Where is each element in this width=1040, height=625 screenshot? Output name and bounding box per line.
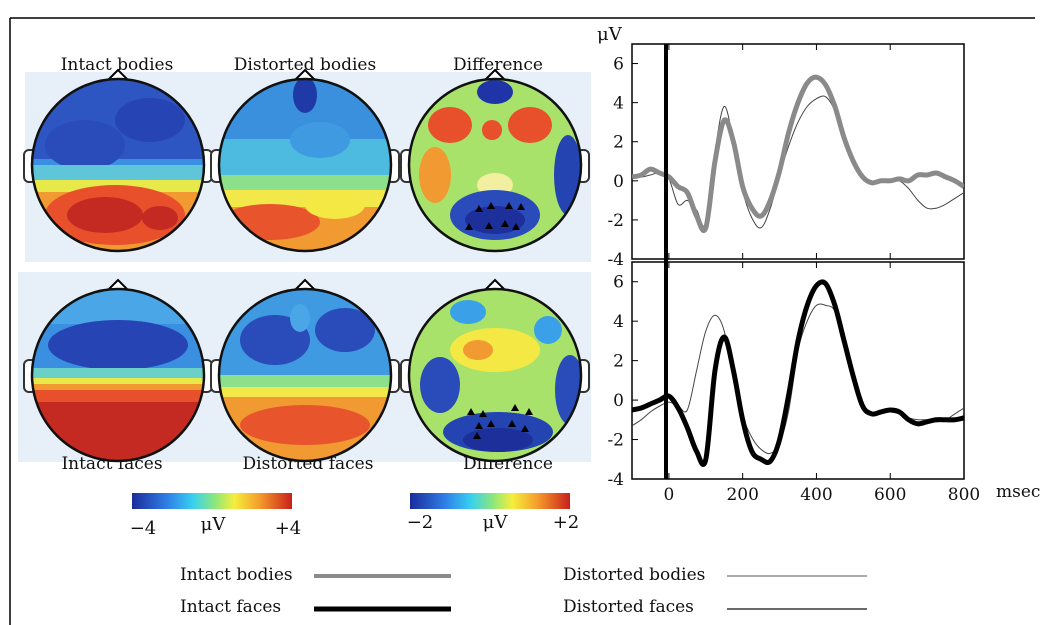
top-plot-frame	[631, 43, 965, 260]
bottom-series-distorted-faces	[632, 303, 964, 455]
bottom-ytick-label: 2	[613, 352, 624, 372]
top-ytick-label: 0	[613, 172, 624, 192]
colorbar-right-min: −2	[407, 512, 434, 533]
top-series-intact-bodies	[632, 74, 964, 234]
colorbar-left-min: −4	[130, 518, 157, 539]
bottom-plot-frame	[631, 261, 965, 480]
bottom-series-intact-faces	[632, 279, 964, 467]
bottom-xtick-label: 400	[800, 485, 832, 505]
top-ytick-label: -2	[607, 211, 624, 231]
colorbar-right	[410, 493, 570, 509]
top-plot-ylabel: μV	[597, 24, 623, 45]
bottom-xtick-label: 200	[726, 485, 758, 505]
title-difference-bodies: Difference	[453, 55, 543, 75]
legend-intact-faces-label: Intact faces	[180, 597, 281, 617]
bottom-xtick-label: 800	[948, 485, 980, 505]
bottom-ytick-label: -2	[607, 431, 624, 451]
top-ytick-label: 2	[613, 133, 624, 153]
top-plot-series	[632, 74, 964, 234]
top-ytick-label: 4	[613, 94, 624, 114]
top-ytick-label: 6	[613, 55, 624, 75]
top-ytick-label: -4	[607, 250, 624, 270]
title-intact-bodies: Intact bodies	[61, 55, 174, 75]
legend-distorted-bodies-label: Distorted bodies	[563, 565, 705, 585]
bottom-ytick-label: 6	[613, 273, 624, 293]
title-distorted-bodies: Distorted bodies	[234, 55, 376, 75]
bottom-xtick-label: 0	[663, 485, 674, 505]
top-series-distorted-bodies	[632, 95, 964, 229]
bottom-ytick-label: 4	[613, 312, 624, 332]
legend-intact-bodies-label: Intact bodies	[180, 565, 293, 585]
colorbar-left	[132, 493, 292, 509]
bottom-ytick-label: -4	[607, 470, 624, 490]
bottom-plot-ticks: -4 -2 0 2 4 6 0 200 400 600 800	[607, 262, 980, 505]
bottom-ytick-label: 0	[613, 391, 624, 411]
scalp-map-intact-bodies	[23, 68, 213, 253]
bottom-plot-xlabel: msec	[996, 482, 1040, 502]
scalp-map-difference-bodies	[400, 68, 590, 253]
colorbar-right-max: +2	[553, 512, 580, 533]
legend-distorted-faces-label: Distorted faces	[563, 597, 694, 617]
bottom-xtick-label: 600	[874, 485, 906, 505]
scalp-map-difference-faces	[400, 278, 590, 463]
colorbar-left-max: +4	[275, 518, 302, 539]
colorbar-right-unit: μV	[483, 512, 509, 533]
title-distorted-faces: Distorted faces	[243, 454, 374, 474]
bottom-plot-series	[632, 279, 964, 467]
colorbar-left-unit: μV	[201, 514, 227, 535]
top-plot-ticks: -4 -2 0 2 4 6	[607, 44, 965, 270]
